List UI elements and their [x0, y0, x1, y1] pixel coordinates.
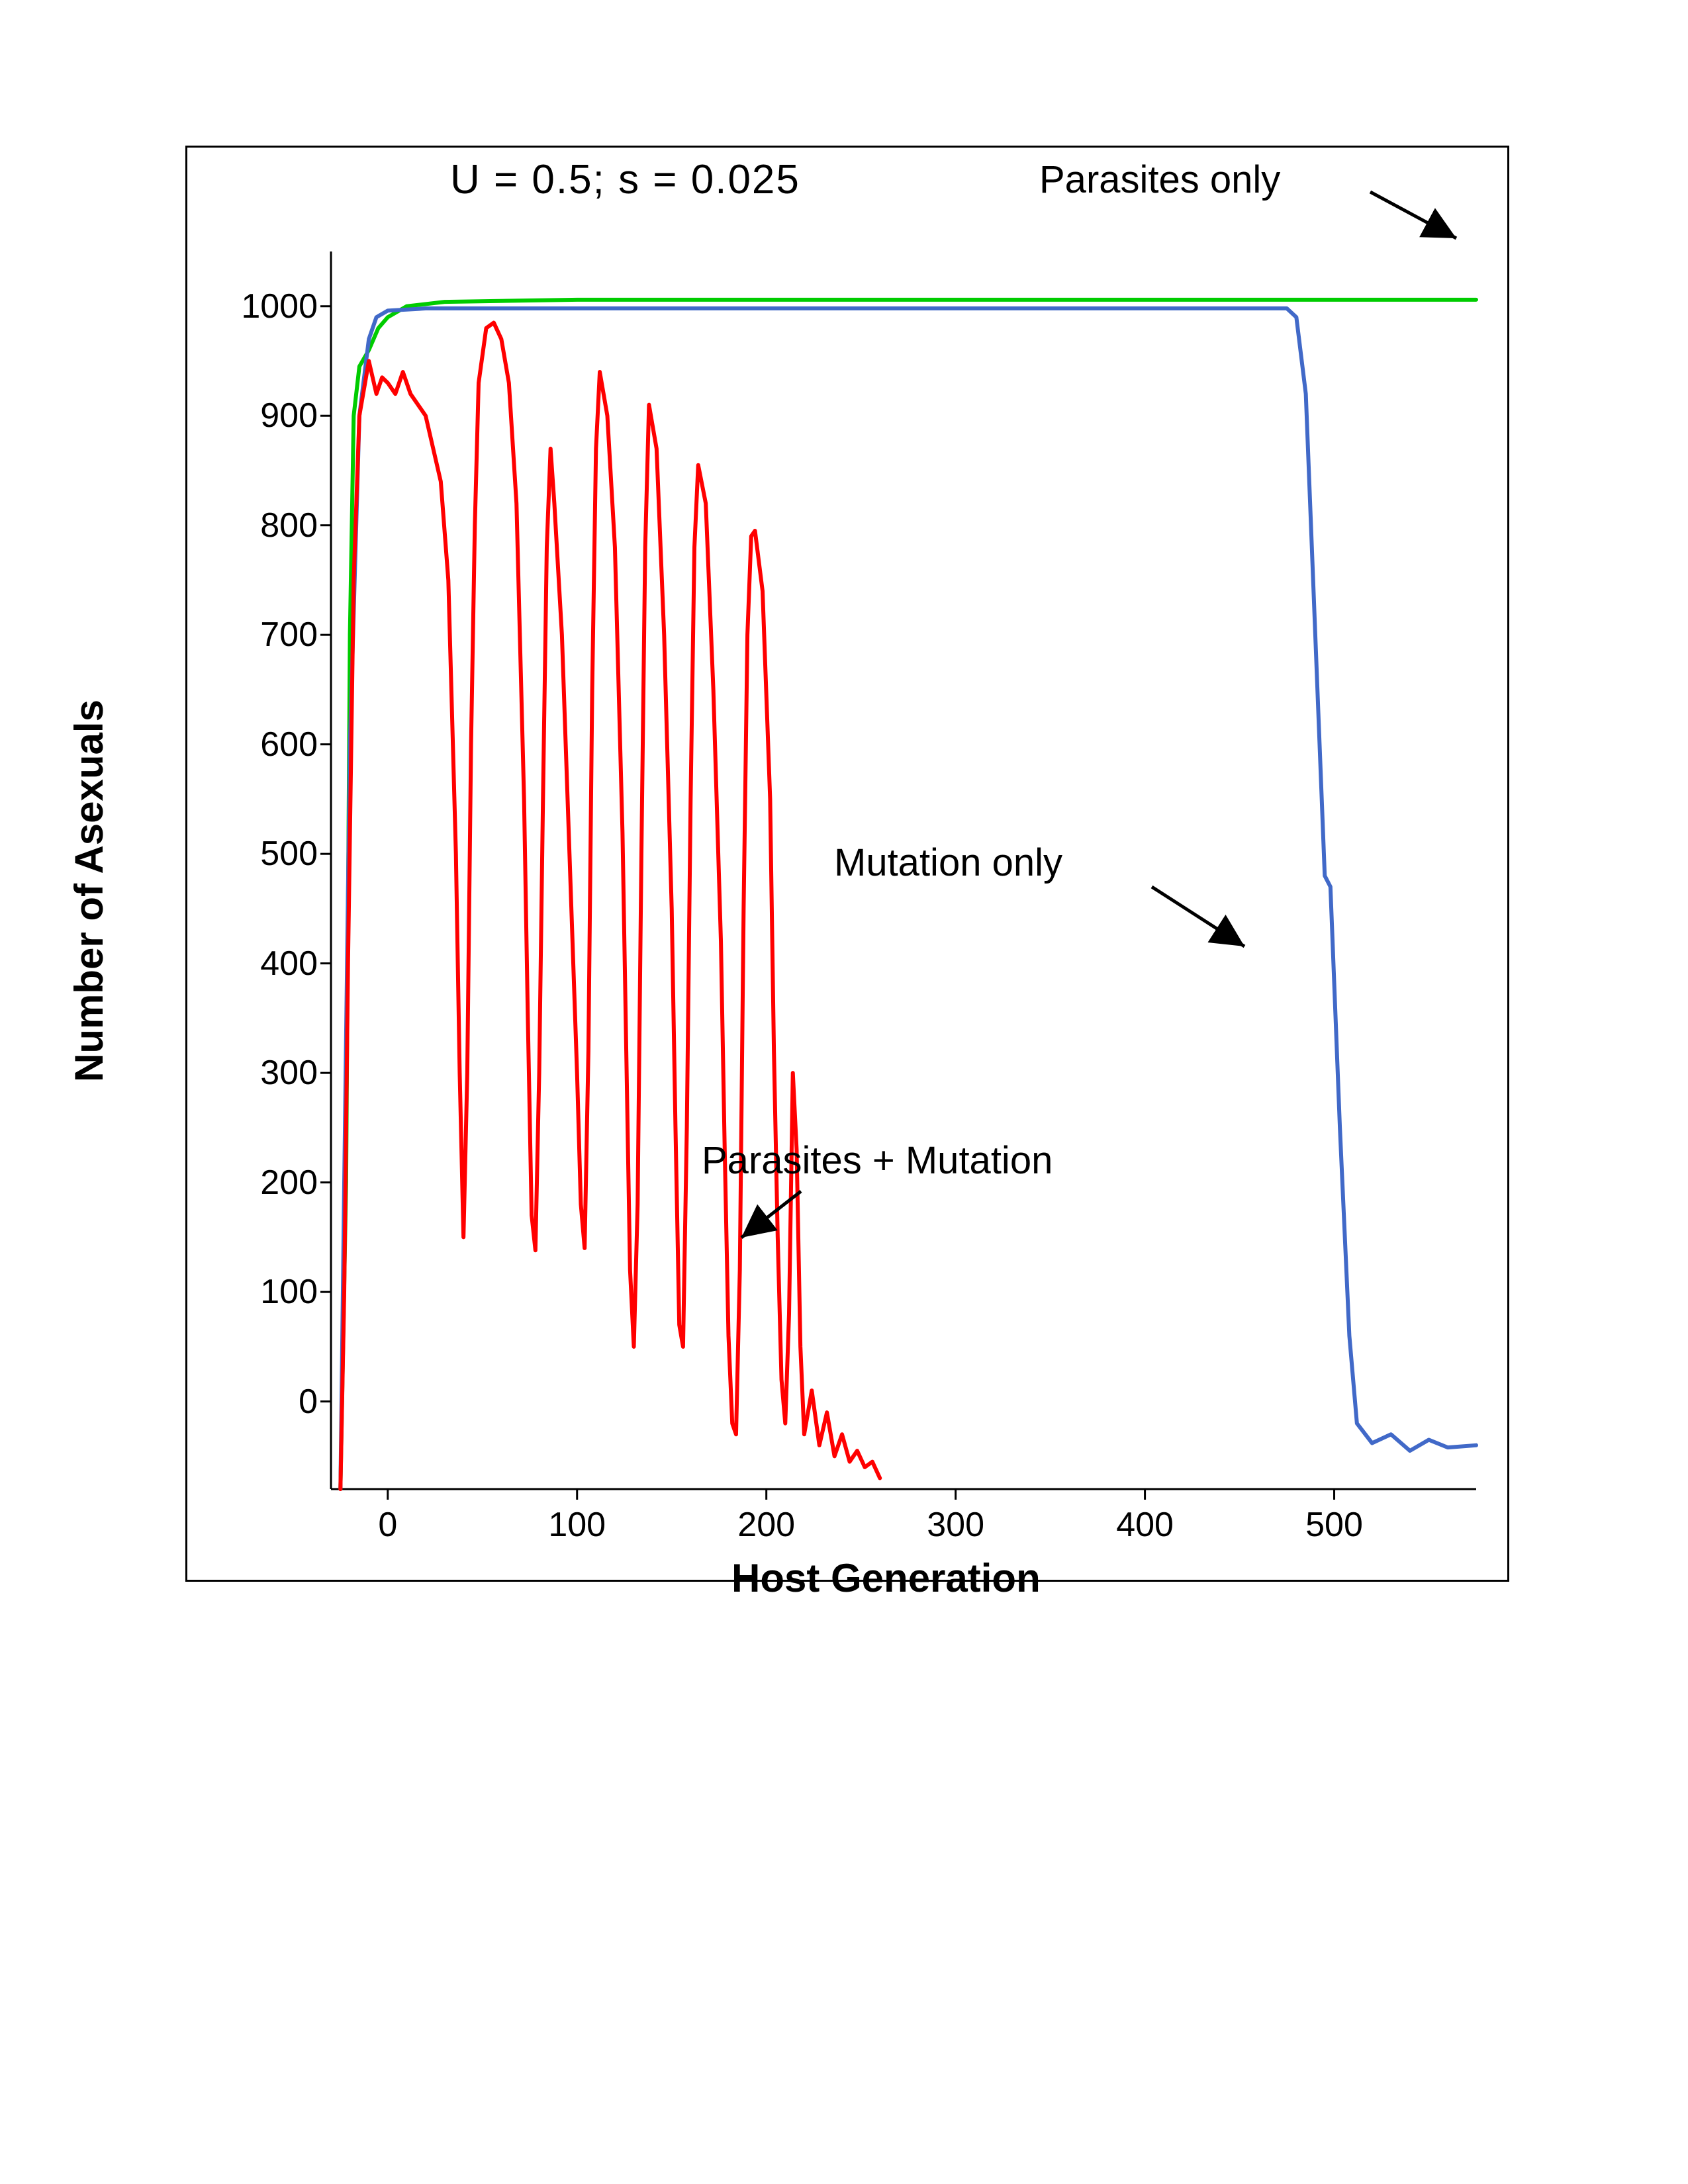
page: U = 0.5; s = 0.025 Host Generation Numbe… — [0, 0, 1688, 2184]
annotation-arrows — [0, 0, 1688, 2184]
